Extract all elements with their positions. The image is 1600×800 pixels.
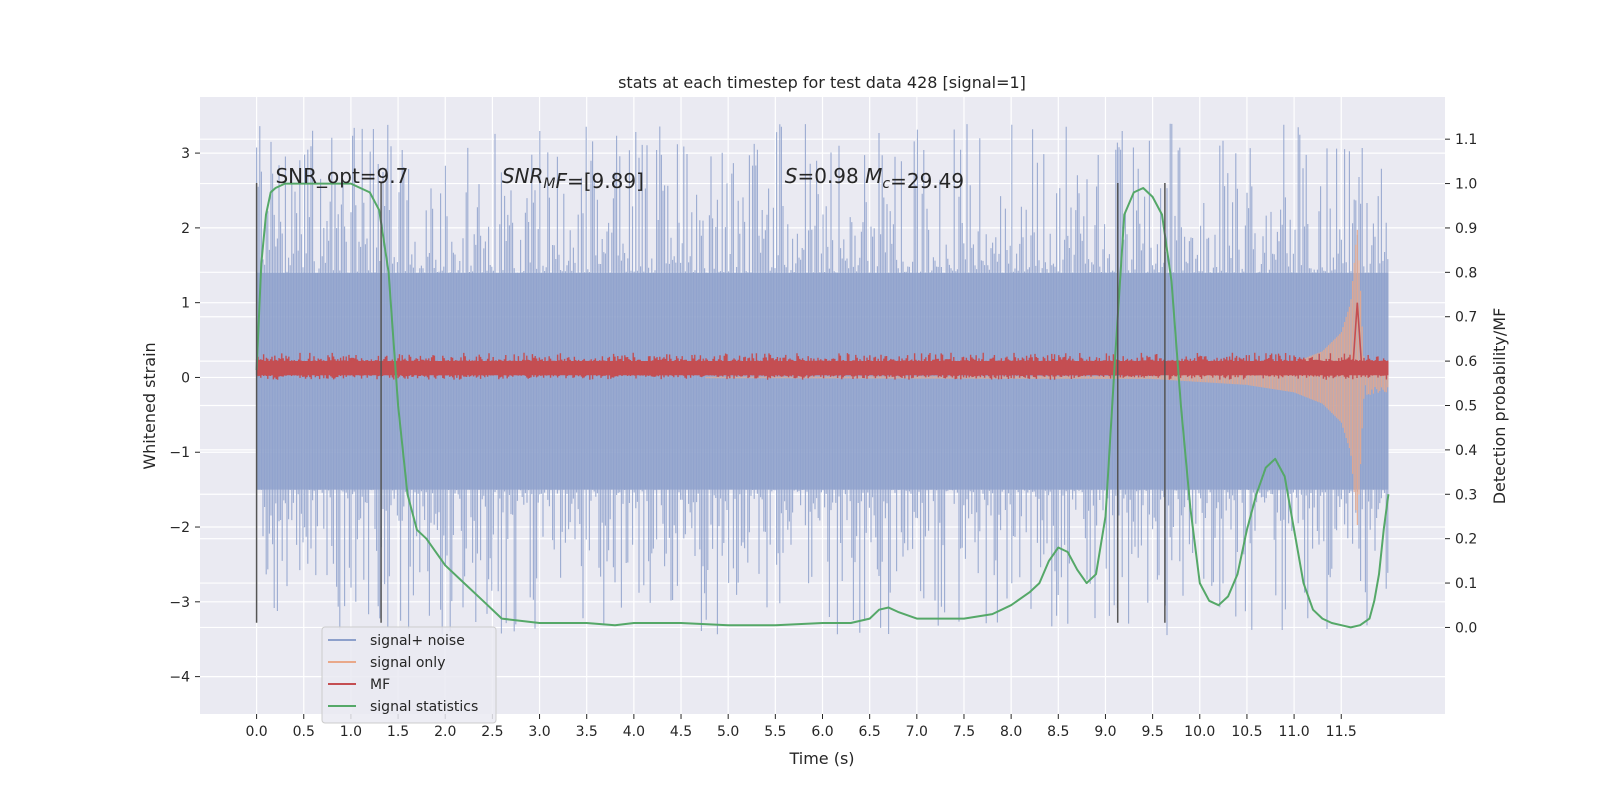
annotation-part: SNR	[502, 164, 544, 188]
y-right-tick-label: 0.0	[1455, 620, 1477, 636]
x-tick-label: 5.0	[717, 724, 739, 740]
y-left-tick-label: −4	[169, 670, 190, 686]
x-tick-label: 5.5	[764, 724, 786, 740]
annotation-part: =29.49	[890, 169, 964, 193]
y-right-tick-label: 0.5	[1455, 399, 1477, 415]
annotation-part: F	[555, 169, 567, 193]
annotation-part: c	[882, 176, 890, 192]
annotation-part: =[9.89]	[567, 169, 644, 193]
annotation-part: M	[865, 164, 882, 188]
x-tick-label: 3.5	[576, 724, 598, 740]
x-tick-label: 8.5	[1047, 724, 1069, 740]
mf-peak	[1352, 302, 1363, 362]
x-tick-label: 11.5	[1326, 724, 1357, 740]
x-tick-label: 6.0	[811, 724, 833, 740]
x-tick-label: 8.0	[1000, 724, 1022, 740]
x-tick-label: 7.0	[906, 724, 928, 740]
y-left-tick-label: 2	[181, 221, 190, 237]
legend-label: signal+ noise	[370, 633, 465, 649]
x-tick-label: 2.0	[434, 724, 456, 740]
x-tick-label: 0.5	[293, 724, 315, 740]
legend-box	[321, 626, 497, 724]
x-tick-label: 1.0	[340, 724, 362, 740]
y-left-tick-label: −3	[169, 595, 190, 611]
y-left-tick-label: 3	[181, 146, 190, 162]
annotation-text: SNR_opt=9.7	[275, 164, 408, 188]
x-axis-title: Time (s)	[788, 749, 854, 768]
y-right-tick-label: 0.9	[1455, 221, 1477, 237]
annotation-part: M	[543, 176, 555, 192]
y-left-tick-label: 0	[181, 370, 190, 386]
series-signal-statistics	[255, 182, 1390, 629]
x-tick-label: 9.5	[1141, 724, 1163, 740]
series-signal-noise	[256, 123, 1389, 636]
y-left-tick-label: −1	[169, 445, 190, 461]
y-right-tick-label: 0.6	[1455, 354, 1477, 370]
ticks: 0.0 0.5 1.0 1.5 2.0 2.5 3.0 3.5 4.0 4.5 5.0 5.5 6.0 6…	[169, 132, 1477, 740]
y-right-tick-label: 0.2	[1455, 532, 1477, 548]
y-right-tick-label: 0.1	[1455, 576, 1477, 592]
legend-label: signal only	[370, 655, 445, 671]
y-right-tick-label: 0.4	[1455, 443, 1477, 459]
x-tick-label: 10.5	[1231, 724, 1262, 740]
y-axis-left-title: Whitened strain	[140, 342, 159, 469]
annotation-part: SNR_opt=9.7	[275, 164, 408, 188]
x-tick-label: 4.0	[623, 724, 645, 740]
y-left-tick-label: 1	[181, 296, 190, 312]
vertical-markers	[255, 183, 1166, 623]
y-right-tick-label: 0.7	[1455, 310, 1477, 326]
y-right-tick-label: 1.0	[1455, 177, 1477, 193]
y-right-tick-label: 0.3	[1455, 487, 1477, 503]
x-tick-label: 3.0	[528, 724, 550, 740]
legend-label: signal statistics	[370, 699, 478, 715]
x-tick-label: 4.5	[670, 724, 692, 740]
x-tick-label: 6.5	[859, 724, 881, 740]
data-layer	[255, 123, 1390, 636]
x-tick-label: 9.0	[1094, 724, 1116, 740]
y-right-tick-label: 0.8	[1455, 265, 1477, 281]
x-tick-label: 10.0	[1184, 724, 1215, 740]
x-tick-label: 7.5	[953, 724, 975, 740]
x-tick-label: 0.0	[245, 724, 267, 740]
annotation-text: S=0.98 Mc=29.49	[785, 164, 964, 193]
chart-title: stats at each timestep for test data 428…	[618, 73, 1026, 92]
x-tick-label: 11.0	[1279, 724, 1310, 740]
annotation-text: SNRMF=[9.89]	[502, 164, 644, 193]
y-axis-right-title: Detection probability/MF	[1490, 308, 1509, 505]
x-tick-label: 1.5	[387, 724, 409, 740]
annotations: SNR_opt=9.7 SNRMF=[9.89] S=0.98 Mc=29.49	[275, 164, 964, 193]
legend: signal+ noise signal only MF signal statist…	[321, 626, 497, 724]
annotation-part: =0.98	[797, 164, 865, 188]
annotation-part: S	[785, 164, 798, 188]
y-right-tick-label: 1.1	[1455, 132, 1477, 148]
x-tick-label: 2.5	[481, 724, 503, 740]
y-left-tick-label: −2	[169, 520, 190, 536]
legend-label: MF	[370, 677, 390, 693]
